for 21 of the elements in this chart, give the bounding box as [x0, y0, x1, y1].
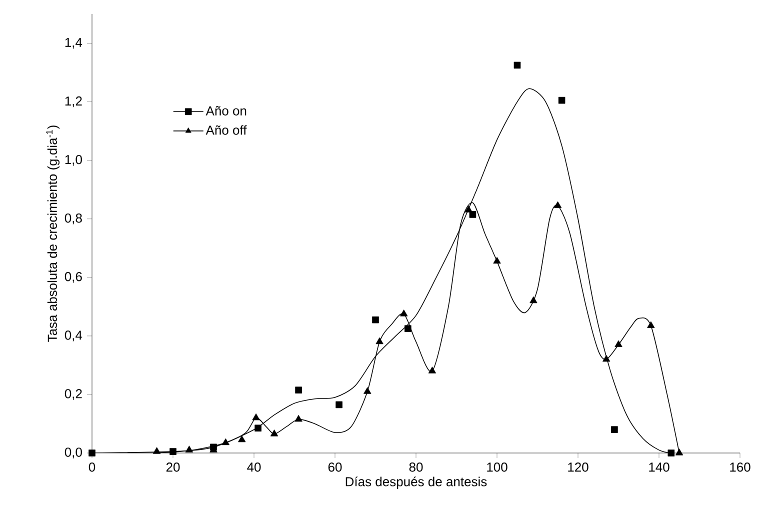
y-tick-label: 1,4 — [65, 38, 82, 49]
y-tick-label: 0,0 — [64, 448, 82, 458]
y-tick-label: 1,2 — [65, 96, 82, 108]
y-tick-label: 0,2 — [64, 389, 82, 400]
legend-label: Año on — [206, 106, 246, 116]
legend-label: Año off — [206, 125, 247, 135]
y-axis-title: Tasa absoluta de crecimiento (g.dia$^{-1}$) — [46, 126, 60, 342]
x-tick-label: 60 — [328, 462, 342, 472]
x-tick-label: 120 — [568, 462, 588, 472]
y-tick-label: 0,8 — [64, 213, 82, 224]
x-tick-label: 40 — [247, 462, 261, 472]
x-tick-label: 160 — [730, 462, 750, 472]
x-tick-label: 80 — [409, 462, 423, 472]
y-tick-label: 0,6 — [64, 272, 82, 283]
y-tick-label: 0,4 — [64, 330, 82, 342]
x-tick-label: 20 — [166, 462, 180, 472]
x-tick-label: 0 — [88, 462, 96, 472]
x-tick-label: 100 — [487, 462, 508, 472]
y-tick-label: 1,0 — [65, 154, 82, 166]
x-tick-label: 140 — [649, 462, 670, 472]
x-axis-title: Días después de antesis — [346, 476, 487, 489]
